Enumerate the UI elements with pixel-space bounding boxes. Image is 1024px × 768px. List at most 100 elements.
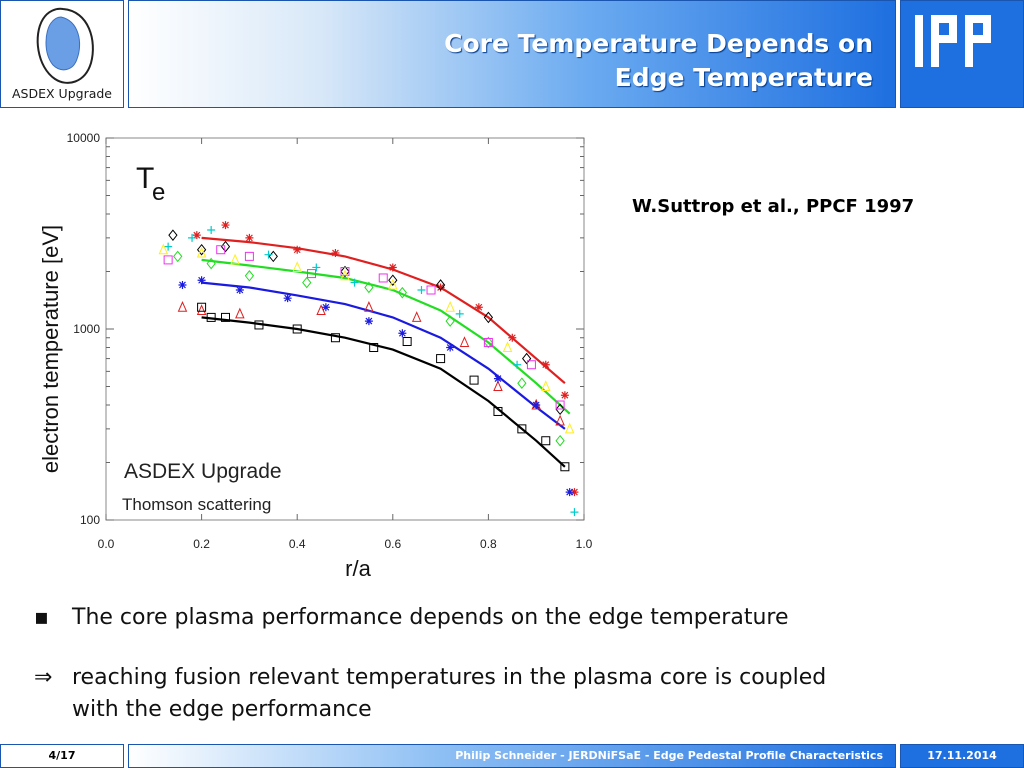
- y-tick-label: 10000: [67, 131, 101, 145]
- data-point-diamond: [397, 286, 408, 299]
- data-point-square: [254, 320, 264, 330]
- data-point-square: [493, 406, 503, 416]
- data-point-plus: [207, 225, 216, 234]
- data-point-square: [555, 400, 565, 410]
- data-point-diamond: [244, 269, 255, 282]
- data-point-diamond: [173, 250, 183, 263]
- data-point-diamond: [196, 243, 207, 256]
- data-point-diamond: [483, 311, 494, 324]
- data-point-diamond: [340, 265, 350, 278]
- data-point-asterisk: [321, 303, 330, 312]
- title-line-2: Edge Temperature: [614, 63, 873, 92]
- data-point-triangle: [364, 301, 374, 312]
- implies-arrow-icon: ⇒: [34, 665, 53, 690]
- data-point-asterisk: [560, 391, 569, 400]
- bullet-2-text: reaching fusion relevant temperatures in…: [72, 662, 972, 726]
- x-tick-label: 0.8: [480, 537, 497, 551]
- data-point-diamond: [220, 240, 231, 253]
- data-point-asterisk: [508, 333, 517, 342]
- data-point-asterisk: [436, 283, 445, 292]
- data-point-asterisk: [565, 488, 574, 497]
- data-point-asterisk: [570, 488, 579, 497]
- data-point-triangle: [230, 253, 240, 265]
- te-profile-chart: 0.0 0.2 0.4 0.6 0.8 1.0 100 1000 10000 r/a electro…: [0, 120, 620, 590]
- data-point-plus: [188, 233, 197, 242]
- tokamak-cross-section-icon: [36, 7, 94, 84]
- data-point-square: [541, 436, 551, 446]
- data-point-asterisk: [388, 263, 397, 272]
- data-point-diamond: [521, 352, 532, 365]
- data-point-square: [197, 302, 207, 312]
- data-point-diamond: [388, 274, 398, 287]
- data-point-asterisk: [493, 374, 502, 383]
- data-point-triangle: [555, 414, 565, 426]
- x-axis-label: r/a: [345, 556, 371, 581]
- citation: W.Suttrop et al., PPCF 1997: [632, 196, 915, 217]
- data-point-triangle: [459, 336, 470, 347]
- data-point-diamond: [517, 377, 527, 390]
- data-point-square: [163, 255, 173, 265]
- bullet-2-line-1: reaching fusion relevant temperatures in…: [72, 665, 827, 690]
- data-point-triangle: [493, 380, 503, 391]
- y-tick-label: 1000: [73, 322, 100, 336]
- fit-line: [201, 316, 566, 468]
- data-point-square: [526, 360, 536, 370]
- data-point-asterisk: [293, 245, 302, 254]
- data-point-square: [483, 337, 493, 347]
- page-number: 4/17: [0, 744, 124, 768]
- data-point-diamond: [555, 403, 565, 416]
- data-point-square: [426, 285, 436, 295]
- data-point-triangle: [196, 246, 207, 258]
- data-point-triangle: [292, 261, 302, 272]
- data-point-asterisk: [178, 280, 187, 289]
- data-point-square: [216, 245, 226, 255]
- data-point-square: [307, 269, 317, 279]
- data-point-diamond: [555, 434, 565, 447]
- annotation-thomson: Thomson scattering: [122, 495, 271, 514]
- data-point-plus: [417, 286, 426, 295]
- data-point-triangle: [564, 422, 575, 434]
- data-point-asterisk: [235, 286, 244, 295]
- data-point-triangle: [540, 380, 551, 391]
- data-point-asterisk: [331, 248, 340, 257]
- bullet-2-line-2: with the edge performance: [72, 697, 372, 722]
- data-point-asterisk: [541, 360, 550, 369]
- footer-date: 17.11.2014: [900, 744, 1024, 768]
- data-point-diamond: [206, 257, 216, 270]
- x-tick-label: 0.2: [193, 537, 210, 551]
- data-point-triangle: [445, 301, 455, 312]
- data-point-triangle: [502, 341, 513, 353]
- chart-title-subscript: e: [152, 179, 165, 206]
- data-point-square: [340, 267, 350, 277]
- fit-line: [201, 281, 566, 430]
- data-point-asterisk: [398, 329, 407, 338]
- data-point-plus: [350, 278, 359, 287]
- data-point-asterisk: [532, 401, 541, 410]
- title-bar: Core Temperature Depends on Edge Tempera…: [128, 0, 896, 108]
- data-point-plus: [570, 508, 579, 517]
- y-axis-label: electron temperature [eV]: [38, 225, 63, 473]
- data-point-asterisk: [474, 303, 483, 312]
- footer: 4/17 Philip Schneider - JERDNiFSaE - Edg…: [0, 744, 1024, 768]
- data-point-diamond: [168, 229, 178, 241]
- data-point-plus: [455, 309, 464, 318]
- data-point-square: [221, 312, 230, 322]
- ipp-logo: [900, 0, 1024, 108]
- data-point-square: [244, 251, 254, 261]
- data-point-asterisk: [283, 294, 292, 303]
- data-point-square: [469, 375, 479, 385]
- data-point-square: [402, 337, 412, 347]
- data-point-triangle: [411, 311, 422, 322]
- data-point-triangle: [235, 307, 245, 319]
- data-point-diamond: [302, 276, 312, 289]
- asdex-logo: ASDEX Upgrade: [0, 0, 124, 108]
- data-point-triangle: [158, 243, 169, 255]
- data-point-diamond: [268, 250, 278, 263]
- data-point-square: [560, 462, 570, 472]
- chart-svg: 0.0 0.2 0.4 0.6 0.8 1.0 100 1000 10000 r/a electro…: [38, 131, 593, 581]
- data-point-square: [292, 324, 302, 334]
- data-point-triangle: [388, 278, 398, 290]
- data-point-asterisk: [364, 317, 373, 326]
- data-point-square: [378, 273, 388, 283]
- x-tick-label: 0.0: [98, 537, 115, 551]
